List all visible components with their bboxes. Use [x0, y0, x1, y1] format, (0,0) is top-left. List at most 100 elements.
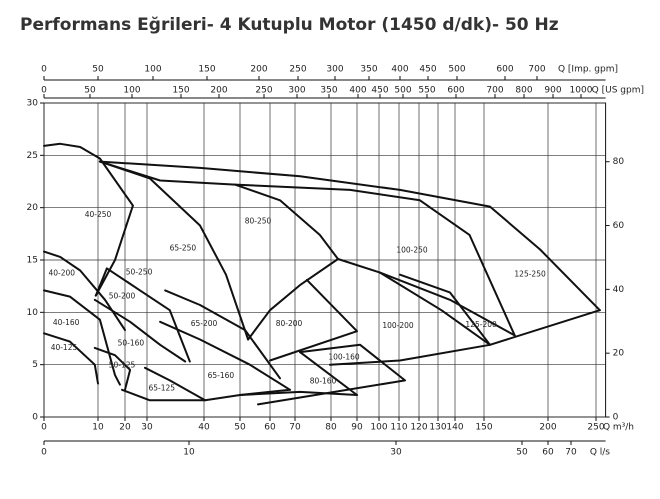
flow-axis-tick-label: 400 [391, 65, 408, 75]
flow-axis-tick-label: 550 [418, 86, 435, 96]
y2-tick-label: 20 [613, 349, 625, 359]
flow-axis-tick-label: 150 [198, 65, 215, 75]
x-tick-label: 110 [390, 423, 407, 433]
curve-label: 100-250 [396, 246, 428, 255]
flow-axis-tick-label: 100 [144, 65, 161, 75]
flow-axis-tick-label: 50 [516, 448, 528, 458]
y2-tick-label: 60 [613, 221, 625, 231]
flow-axis-tick-label: 300 [326, 65, 343, 75]
curve-label: 65-200 [191, 319, 218, 328]
curve-label: 40-250 [85, 210, 112, 219]
x-tick-label: 90 [351, 423, 363, 433]
curve-label: 50-125 [109, 361, 136, 370]
flow-axis-tick-label: 50 [84, 86, 96, 96]
flow-axis-tick-label: 70 [565, 448, 577, 458]
pump-curve [94, 204, 134, 297]
chart-title: Performans Eğrileri- 4 Kutuplu Motor (14… [20, 15, 559, 35]
curve-label: 40-160 [53, 318, 80, 327]
flow-axis-tick-label: 400 [349, 86, 366, 96]
pump-curve [328, 271, 491, 366]
pump-curve [98, 160, 250, 341]
flow-axis-tick-label: 30 [390, 448, 402, 458]
y-tick-label: 5 [32, 360, 38, 370]
pump-curve [94, 267, 191, 363]
x-tick-label: 30 [141, 423, 153, 433]
x-tick-label: 0 [41, 423, 47, 433]
pump-curve [239, 390, 358, 396]
flow-axis-tick-label: 600 [496, 65, 513, 75]
flow-axis-tick-label: 10 [183, 448, 195, 458]
x-tick-label: 140 [446, 423, 463, 433]
flow-axis-tick-label: 350 [360, 65, 377, 75]
x-tick-label: 20 [119, 423, 131, 433]
curve-label: 50-160 [118, 339, 145, 348]
curve-label: 40-200 [49, 269, 76, 278]
pump-curve [144, 366, 207, 402]
pump-curve [299, 351, 358, 396]
flow-axis-tick-label: 100 [123, 86, 140, 96]
y2-tick-label: 40 [613, 285, 625, 295]
pump-curve [93, 298, 187, 363]
pump-curve [164, 289, 281, 380]
curve-label: 80-200 [276, 319, 303, 328]
flow-axis-tick-label: 600 [447, 86, 464, 96]
pump-curve [98, 160, 516, 337]
y-tick-label: 0 [32, 413, 38, 423]
pump-curve [489, 309, 601, 346]
x-tick-label: 120 [410, 423, 427, 433]
x-axis-label: Q m³/h [603, 423, 634, 433]
curve-label: 65-125 [149, 384, 176, 393]
pump-curve [159, 320, 291, 391]
flow-axis-tick-label: 0 [41, 448, 47, 458]
pump-curve [43, 332, 99, 385]
pump-curve [257, 343, 406, 406]
x-tick-label: 10 [92, 423, 104, 433]
x-tick-label: 100 [370, 423, 387, 433]
flow-axis-tick-label: 700 [528, 65, 545, 75]
flow-axis-tick-label: 250 [289, 65, 306, 75]
flow-axis-tick-label: 150 [172, 86, 189, 96]
pump-curve [247, 258, 339, 341]
pump-curve [93, 346, 132, 391]
pump-curve [337, 258, 516, 337]
curve-label: 125-200 [465, 320, 497, 329]
y-tick-label: 15 [27, 256, 38, 266]
flow-axis-tick-label: 500 [394, 86, 411, 96]
flow-axis-label: Q l/s [590, 448, 610, 458]
curve-label: 100-160 [328, 352, 360, 361]
y-tick-label: 10 [27, 308, 39, 318]
curve-label: 40-125 [51, 343, 78, 352]
pump-curve [234, 183, 339, 260]
flow-axis-tick-label: 0 [41, 86, 47, 96]
flow-axis-label: Q [US gpm] [592, 86, 644, 96]
flow-axis-tick-label: 500 [448, 65, 465, 75]
flow-axis-tick-label: 450 [371, 86, 388, 96]
curve-label: 80-250 [245, 216, 272, 225]
x-tick-label: 60 [264, 423, 276, 433]
x-tick-label: 80 [325, 423, 337, 433]
flow-axis-tick-label: 700 [486, 86, 503, 96]
curve-label: 100-200 [382, 321, 414, 330]
y-tick-label: 25 [27, 151, 38, 161]
curve-label: 50-200 [109, 292, 136, 301]
pump-curve [399, 273, 491, 346]
flow-axis-tick-label: 900 [544, 86, 561, 96]
x-tick-label: 40 [198, 423, 210, 433]
x-tick-label: 150 [475, 423, 492, 433]
y-tick-label: 20 [27, 203, 39, 213]
x-tick-label: 250 [587, 423, 604, 433]
curve-label: 65-250 [170, 243, 197, 252]
flow-axis-tick-label: 350 [320, 86, 337, 96]
pump-curve [269, 278, 358, 362]
pump-curve [43, 142, 134, 207]
curve-label: 50-250 [126, 268, 153, 277]
x-tick-label: 200 [539, 423, 556, 433]
x-tick-label: 130 [429, 423, 446, 433]
flow-axis-tick-label: 450 [419, 65, 436, 75]
flow-axis-tick-label: 300 [288, 86, 305, 96]
x-tick-label: 50 [234, 423, 246, 433]
pump-curve [43, 289, 121, 386]
pump-curve [98, 160, 601, 312]
x-tick-label: 70 [289, 423, 301, 433]
